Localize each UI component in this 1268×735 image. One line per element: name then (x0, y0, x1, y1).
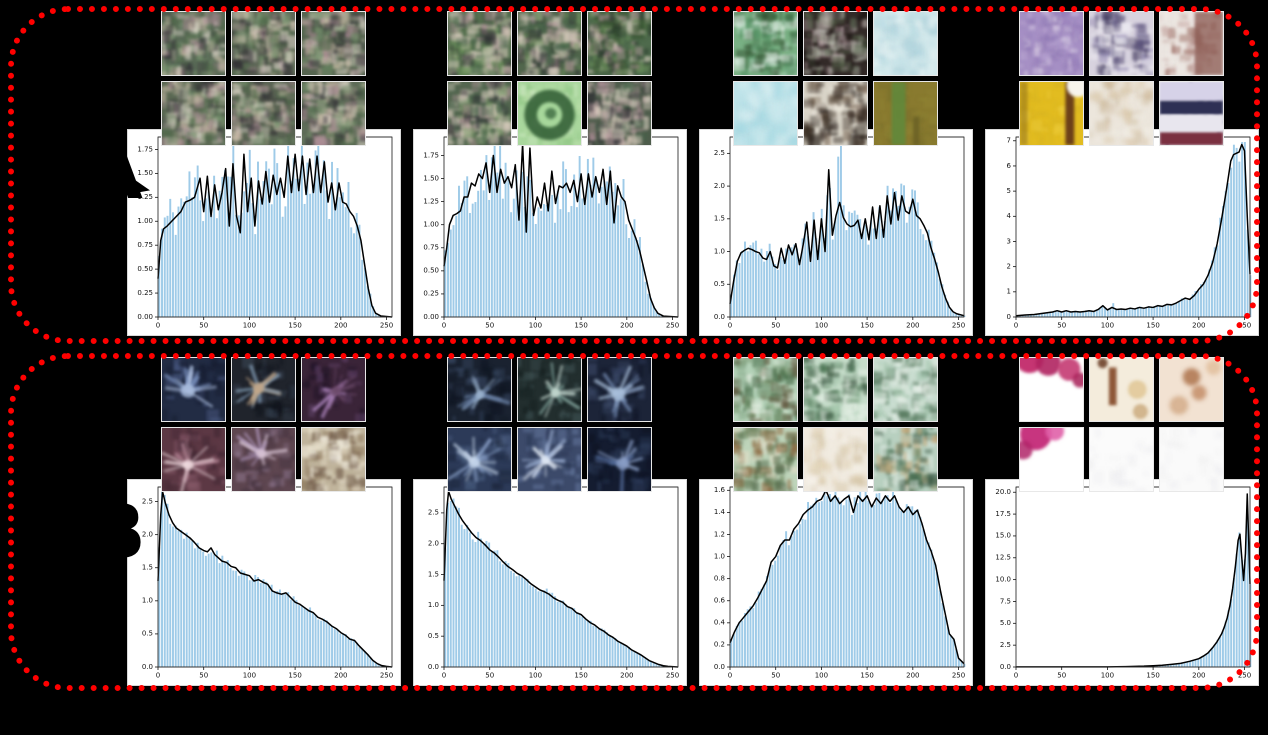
image-patch-a4-3 (1159, 11, 1224, 76)
image-patch-a2-5 (517, 81, 582, 146)
image-patch-b3-2 (803, 357, 868, 422)
image-patch-a4-2 (1089, 11, 1154, 76)
image-patch-b3-1 (733, 357, 798, 422)
plot-card-b3 (700, 480, 972, 685)
image-patch-a1-5 (231, 81, 296, 146)
image-patch-b1-6 (301, 427, 366, 492)
image-patch-a1-2 (231, 11, 296, 76)
image-patch-b3-5 (803, 427, 868, 492)
image-patch-b1-1 (161, 357, 226, 422)
image-patch-a3-6 (873, 81, 938, 146)
histogram-chart-a4 (986, 130, 1258, 335)
plot-card-a3 (700, 130, 972, 335)
image-patch-a4-4 (1019, 81, 1084, 146)
image-patch-a2-4 (447, 81, 512, 146)
image-patch-a4-1 (1019, 11, 1084, 76)
image-patch-b2-2 (517, 357, 582, 422)
image-patch-b1-2 (231, 357, 296, 422)
histogram-chart-a1 (128, 130, 400, 335)
image-patch-b4-2 (1089, 357, 1154, 422)
row-b-label: B (88, 487, 146, 576)
image-patch-a3-5 (803, 81, 868, 146)
histogram-chart-b1 (128, 480, 400, 685)
patch-grid-b3 (733, 357, 938, 492)
image-patch-a3-1 (733, 11, 798, 76)
image-patch-b1-3 (301, 357, 366, 422)
image-patch-a1-1 (161, 11, 226, 76)
histogram-chart-b2 (414, 480, 686, 685)
image-patch-b3-3 (873, 357, 938, 422)
image-patch-b4-3 (1159, 357, 1224, 422)
image-patch-a2-1 (447, 11, 512, 76)
patch-grid-a4 (1019, 11, 1224, 146)
image-patch-a1-3 (301, 11, 366, 76)
image-patch-a3-2 (803, 11, 868, 76)
image-patch-a2-6 (587, 81, 652, 146)
patch-grid-b2 (447, 357, 652, 492)
image-patch-a4-5 (1089, 81, 1154, 146)
plot-card-a1 (128, 130, 400, 335)
histogram-chart-b4 (986, 480, 1258, 685)
histogram-chart-a3 (700, 130, 972, 335)
image-patch-b4-1 (1019, 357, 1084, 422)
plot-card-a4 (986, 130, 1258, 335)
patch-grid-b4 (1019, 357, 1224, 492)
image-patch-b3-6 (873, 427, 938, 492)
plot-card-a2 (414, 130, 686, 335)
image-patch-b1-5 (231, 427, 296, 492)
histogram-chart-b3 (700, 480, 972, 685)
image-patch-b4-4 (1019, 427, 1084, 492)
patch-grid-a2 (447, 11, 652, 146)
image-patch-b2-1 (447, 357, 512, 422)
patch-grid-a1 (161, 11, 366, 146)
plot-card-b2 (414, 480, 686, 685)
image-patch-b2-3 (587, 357, 652, 422)
plot-card-b4 (986, 480, 1258, 685)
image-patch-a3-3 (873, 11, 938, 76)
patch-grid-b1 (161, 357, 366, 492)
image-patch-a1-6 (301, 81, 366, 146)
image-patch-b2-4 (447, 427, 512, 492)
plot-card-b1 (128, 480, 400, 685)
image-patch-b4-5 (1089, 427, 1154, 492)
image-patch-a4-6 (1159, 81, 1224, 146)
image-patch-b2-5 (517, 427, 582, 492)
image-patch-b3-4 (733, 427, 798, 492)
image-patch-a2-3 (587, 11, 652, 76)
image-patch-a1-4 (161, 81, 226, 146)
image-patch-b4-6 (1159, 427, 1224, 492)
histogram-chart-a2 (414, 130, 686, 335)
patch-grid-a3 (733, 11, 938, 146)
image-patch-a3-4 (733, 81, 798, 146)
image-patch-b1-4 (161, 427, 226, 492)
image-patch-a2-2 (517, 11, 582, 76)
image-patch-b2-6 (587, 427, 652, 492)
